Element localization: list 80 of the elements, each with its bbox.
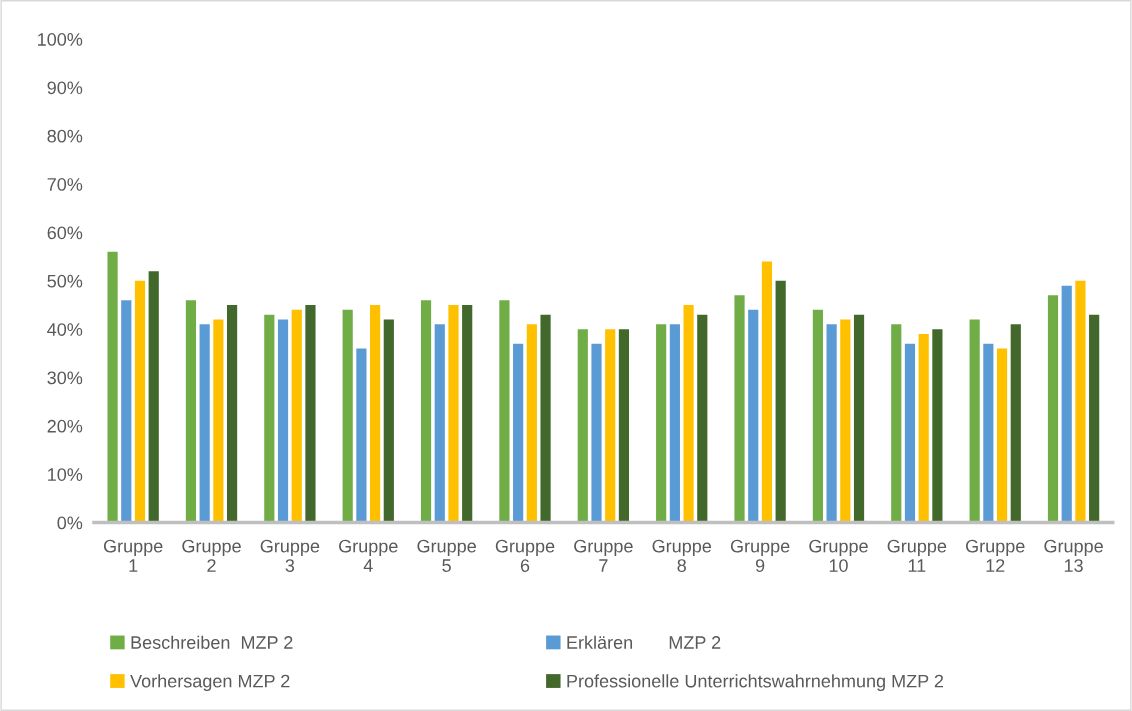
y-tick-label: 40%	[47, 323, 83, 336]
x-tick-label: Gruppe 1	[103, 539, 163, 572]
y-tick-label: 90%	[47, 81, 83, 95]
bar	[434, 324, 445, 523]
bar	[185, 300, 197, 523]
bar	[540, 314, 551, 523]
bar	[605, 329, 616, 523]
bar	[305, 305, 316, 523]
bar	[134, 280, 146, 523]
bar	[291, 309, 302, 523]
bar	[383, 319, 394, 523]
bar	[526, 324, 537, 523]
bar	[1047, 295, 1059, 523]
y-tick-label: 20%	[47, 419, 83, 433]
bar	[513, 343, 524, 523]
bar	[420, 300, 432, 523]
bar	[462, 305, 473, 523]
bar	[932, 329, 943, 523]
bar	[277, 319, 289, 523]
x-tick-label: Gruppe 4	[339, 539, 398, 572]
bar	[577, 329, 588, 523]
legend-label: Vorhersagen MZP 2	[130, 674, 290, 692]
bar	[356, 348, 367, 523]
y-tick-label: 80%	[47, 129, 83, 143]
bar	[812, 309, 823, 523]
legend-label: Professionelle Unterrichtswahrnehmung MZP 2	[567, 674, 944, 692]
x-tick-label: Gruppe 6	[495, 539, 555, 572]
bar	[1075, 280, 1086, 523]
bar	[996, 348, 1008, 523]
bar	[1089, 314, 1100, 523]
x-tick-label: Gruppe 12	[966, 539, 1025, 572]
bar	[264, 314, 275, 523]
x-tick-label: Gruppe 11	[887, 539, 947, 572]
x-tick-label: Gruppe 5	[417, 539, 476, 572]
y-tick-label: 70%	[47, 178, 83, 191]
y-tick-label: 10%	[48, 468, 83, 481]
bar	[775, 280, 786, 523]
bar	[697, 314, 708, 523]
bar	[983, 343, 994, 523]
y-tick-label: 100%	[38, 33, 83, 46]
y-tick-label: 30%	[47, 371, 83, 385]
bar	[918, 334, 929, 523]
bar	[107, 251, 118, 523]
bar	[761, 261, 773, 523]
bar	[826, 324, 837, 523]
bar	[226, 305, 238, 523]
bar	[683, 305, 694, 523]
bar	[448, 305, 459, 523]
y-tick-label: 50%	[47, 274, 83, 288]
y-tick-label: 0%	[57, 516, 83, 530]
x-tick-label: Gruppe 2	[182, 539, 241, 572]
legend-label: Beschreiben MZP 2	[131, 635, 293, 649]
bar	[499, 300, 510, 523]
bar	[591, 343, 602, 523]
x-tick-label: Gruppe 7	[574, 539, 633, 572]
bar	[618, 329, 630, 523]
bar	[199, 324, 210, 523]
bar	[904, 343, 916, 523]
bar	[342, 309, 353, 523]
x-tick-label: Gruppe 9	[730, 539, 790, 572]
bar	[1010, 324, 1021, 523]
bar	[969, 319, 980, 523]
x-tick-label: Gruppe 3	[260, 539, 320, 572]
bar	[840, 319, 851, 523]
bar	[748, 309, 759, 523]
bar	[853, 314, 865, 523]
x-tick-label: Gruppe 10	[809, 539, 868, 572]
y-tick-label: 60%	[47, 226, 83, 240]
bar	[213, 319, 224, 523]
bar	[1061, 285, 1072, 523]
bar	[734, 295, 745, 523]
legend-label: Erklären MZP 2	[567, 635, 721, 649]
bar	[669, 324, 680, 523]
bar	[891, 324, 902, 523]
bar	[148, 271, 159, 523]
bar	[370, 305, 381, 523]
x-tick-label: Gruppe 8	[652, 539, 712, 572]
bar	[656, 324, 667, 523]
x-tick-label: Gruppe 13	[1044, 539, 1103, 572]
bar	[121, 300, 132, 523]
